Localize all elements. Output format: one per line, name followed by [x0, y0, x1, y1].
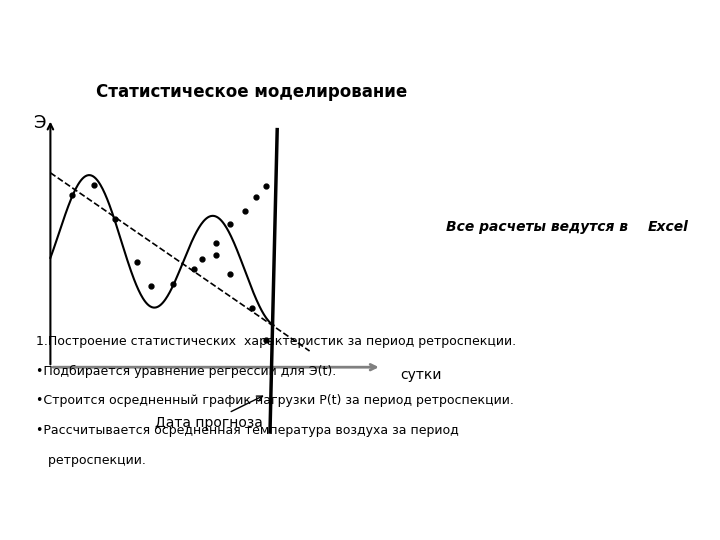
Text: •Строится осредненный график нагрузки P(t) за период ретроспекции.: •Строится осредненный график нагрузки P(…: [36, 394, 514, 407]
Text: Все расчеты ведутся в: Все расчеты ведутся в: [446, 220, 634, 234]
Text: сутки: сутки: [400, 368, 442, 382]
Text: Э: Э: [33, 114, 46, 132]
Text: •Рассчитывается осредненная температура воздуха за период: •Рассчитывается осредненная температура …: [36, 424, 459, 437]
Text: •Подбирается уравнение регрессии для Э(t).: •Подбирается уравнение регрессии для Э(t…: [36, 364, 336, 377]
Text: 1.Построение статистических  характеристик за период ретроспекции.: 1.Построение статистических характеристи…: [36, 335, 516, 348]
Text: ретроспекции.: ретроспекции.: [36, 454, 146, 467]
Text: Дата прогноза: Дата прогноза: [155, 396, 263, 430]
Text: Excel: Excel: [648, 220, 689, 234]
Text: Статистическое моделирование: Статистическое моделирование: [96, 83, 408, 101]
